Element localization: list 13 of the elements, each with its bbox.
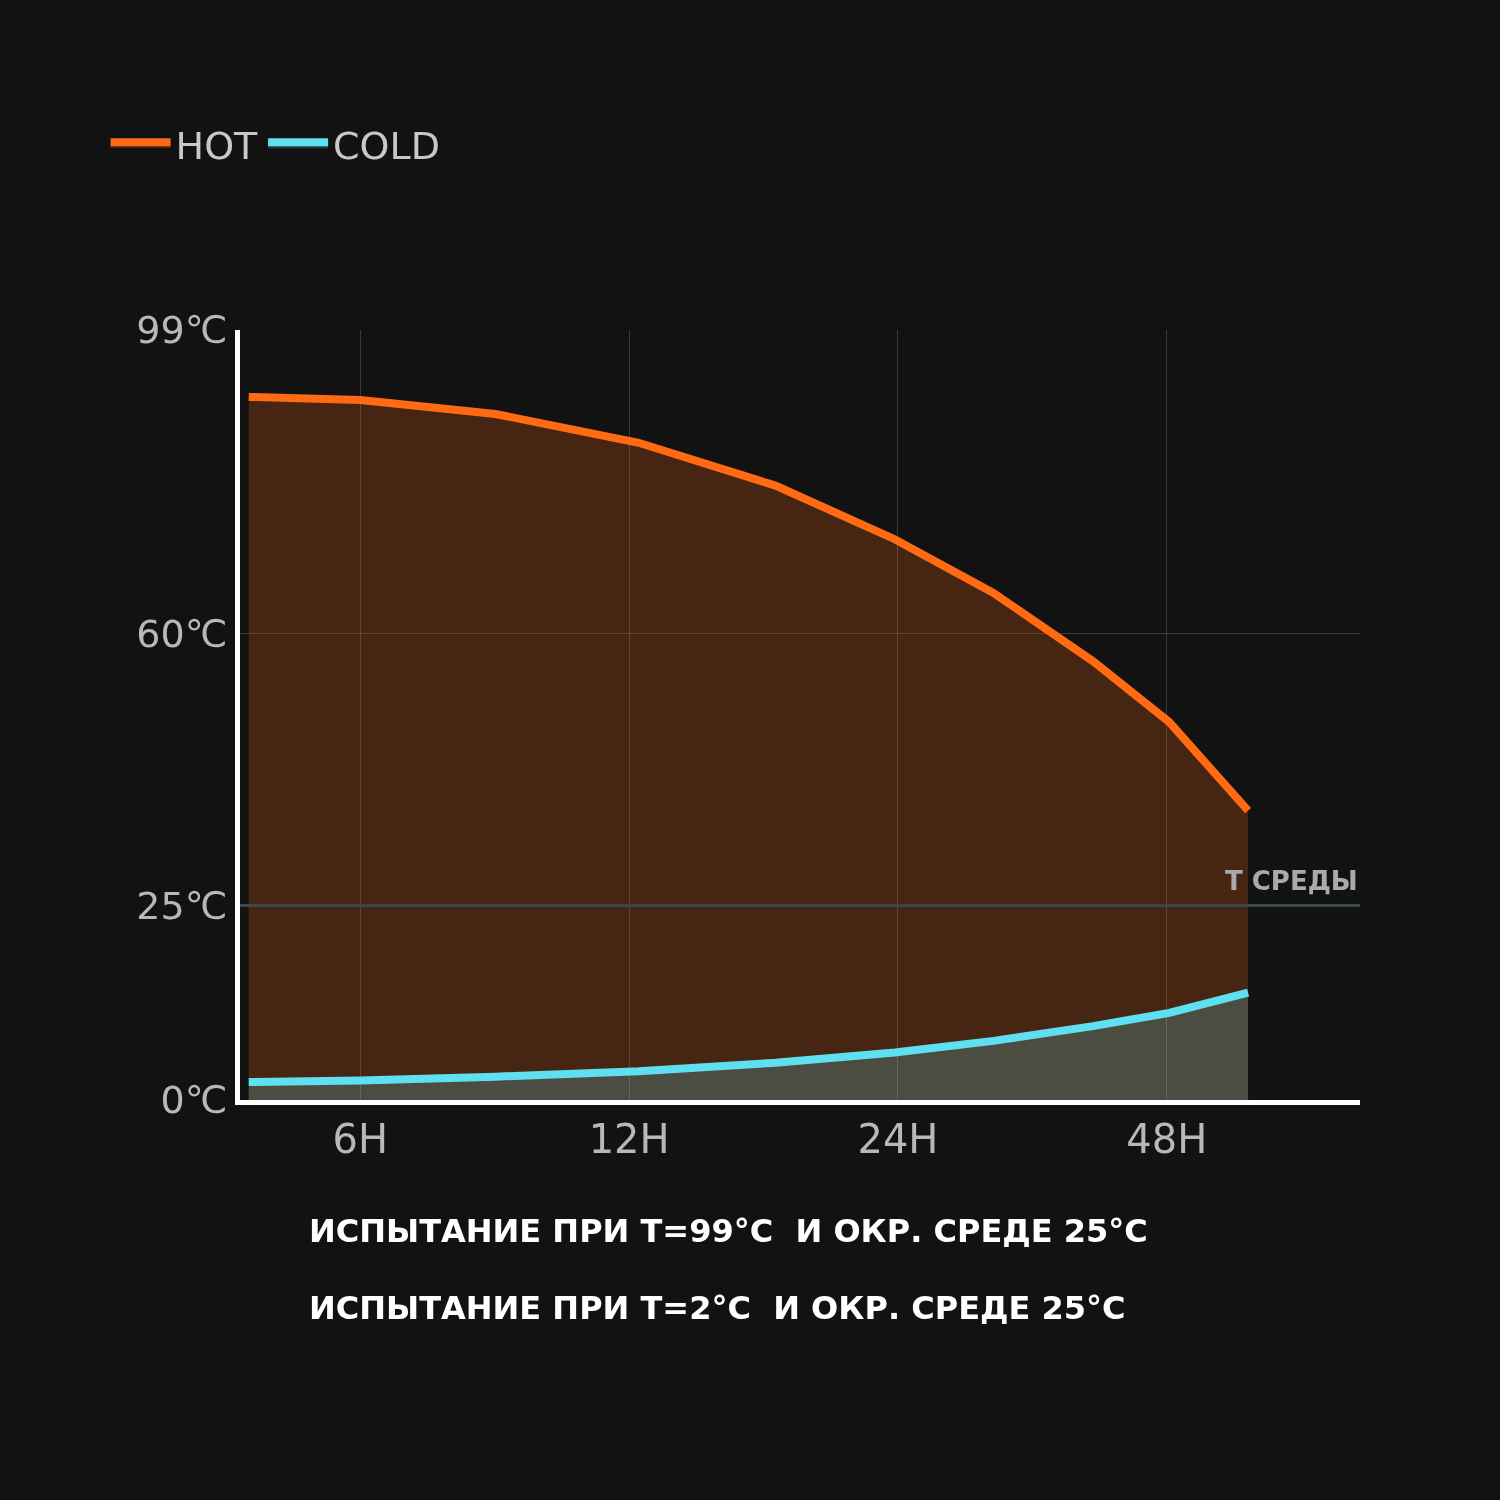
ref-line-label: T СРЕДЫ bbox=[1225, 866, 1358, 896]
text: ИСПЫТАНИЕ ПРИ T=99°C И ОКР. СРЕДЕ 25°C bbox=[309, 1212, 1148, 1250]
text: ИСПЫТАНИЕ ПРИ T=2°C И ОКР. СРЕДЕ 25°C bbox=[309, 1289, 1126, 1327]
legend-label: HOT bbox=[175, 124, 259, 169]
legend-label: COLD bbox=[333, 124, 440, 169]
y-tick-label: 60℃ bbox=[136, 611, 228, 656]
x-tick-label: 24H bbox=[857, 1116, 939, 1162]
x-tick-label: 6H bbox=[332, 1116, 389, 1162]
y-tick-label: 99℃ bbox=[136, 308, 228, 353]
y-tick-label: 25℃ bbox=[136, 883, 228, 928]
x-tick-label: 12H bbox=[588, 1116, 670, 1162]
x-tick-label: 48H bbox=[1126, 1116, 1208, 1162]
y-tick-label: 0℃ bbox=[160, 1078, 228, 1123]
